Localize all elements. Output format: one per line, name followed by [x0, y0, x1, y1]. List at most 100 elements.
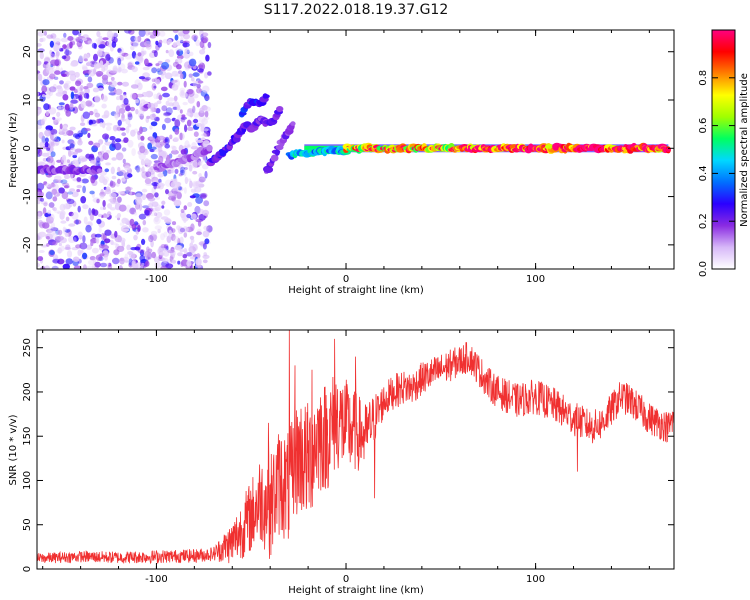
- noise-blob: [81, 178, 89, 184]
- noise-blob: [151, 67, 158, 74]
- noise-blob: [137, 249, 145, 254]
- noise-blob: [170, 169, 174, 174]
- noise-blob: [97, 87, 104, 92]
- noise-blob: [84, 73, 89, 78]
- noise-blob: [73, 256, 80, 262]
- noise-blob: [77, 205, 81, 213]
- noise-blob: [63, 83, 69, 89]
- noise-blob: [176, 63, 182, 70]
- noise-blob: [61, 128, 69, 137]
- noise-blob: [45, 110, 50, 116]
- noise-blob: [70, 71, 75, 77]
- noise-blob: [176, 50, 180, 56]
- noise-blob: [169, 134, 173, 140]
- noise-blob: [69, 203, 73, 208]
- noise-blob: [130, 207, 135, 215]
- snr-frame: [36, 329, 675, 570]
- noise-blob: [99, 194, 105, 199]
- track-blob: [274, 149, 280, 156]
- noise-blob: [93, 53, 98, 62]
- noise-blob: [99, 206, 104, 211]
- noise-blob: [163, 231, 168, 238]
- noise-blob: [61, 191, 69, 200]
- colorbar-ticks: 0.0 0.2 0.4 0.6 0.8: [698, 70, 735, 277]
- noise-blob: [202, 37, 208, 44]
- noise-blob: [130, 40, 134, 46]
- noise-blob: [143, 251, 151, 258]
- noise-blob: [52, 116, 56, 120]
- noise-blob: [104, 122, 113, 126]
- noise-blob: [37, 215, 43, 219]
- noise-blob: [163, 250, 170, 257]
- noise-blob: [172, 42, 177, 47]
- noise-blob: [160, 265, 167, 269]
- noise-blob: [45, 228, 54, 233]
- noise-blob: [71, 247, 79, 251]
- noise-blob: [180, 169, 185, 176]
- noise-blob: [168, 229, 173, 238]
- noise-blob: [116, 96, 121, 101]
- noise-blob: [162, 92, 170, 98]
- noise-blob: [157, 228, 161, 234]
- noise-blob: [192, 93, 199, 99]
- noise-blob: [183, 168, 187, 177]
- noise-blob: [161, 123, 166, 131]
- noise-blob: [60, 210, 66, 216]
- noise-blob: [140, 171, 145, 176]
- noise-blob: [77, 139, 83, 146]
- noise-blob: [155, 79, 161, 85]
- noise-blob: [193, 118, 199, 124]
- noise-blob: [165, 217, 172, 225]
- noise-blob: [149, 125, 153, 130]
- noise-blob: [76, 85, 81, 93]
- noise-blob: [91, 42, 97, 49]
- noise-blob: [64, 184, 71, 189]
- noise-blob: [178, 70, 183, 75]
- noise-blob: [82, 252, 88, 260]
- noise-blob: [158, 70, 167, 76]
- noise-blob: [89, 213, 94, 221]
- noise-blob: [143, 128, 147, 132]
- noise-blob: [179, 227, 186, 233]
- noise-blob: [172, 236, 180, 243]
- noise-blob: [171, 259, 177, 264]
- noise-blob: [167, 38, 172, 44]
- noise-blob: [137, 55, 144, 64]
- noise-blob: [98, 175, 106, 184]
- y-tick-label: 20: [22, 45, 33, 58]
- noise-blob: [162, 38, 168, 44]
- noise-blob: [191, 142, 197, 148]
- noise-blob: [179, 73, 184, 80]
- noise-blob: [62, 90, 68, 96]
- track-blob: [276, 106, 284, 112]
- noise-blob: [50, 59, 58, 66]
- noise-blob: [105, 54, 111, 61]
- snr-ticks: -100 0 100 0 50 100 150 200 250: [22, 330, 674, 585]
- noise-blob: [134, 99, 139, 104]
- noise-blob: [115, 215, 121, 219]
- noise-blob: [132, 39, 139, 48]
- noise-blob: [50, 33, 57, 39]
- noise-blob: [93, 158, 100, 166]
- x-tick-label: 100: [526, 574, 545, 585]
- noise-blob: [182, 42, 190, 48]
- noise-blob: [183, 248, 188, 253]
- colorbar-tick-label: 0.4: [698, 165, 709, 181]
- noise-blob: [174, 128, 180, 135]
- noise-blob: [199, 107, 205, 114]
- noise-blob: [191, 77, 195, 82]
- noise-blob: [163, 112, 171, 117]
- noise-blob: [80, 122, 86, 126]
- noise-blob: [88, 207, 92, 216]
- noise-blob: [101, 66, 106, 73]
- noise-blob: [105, 186, 111, 192]
- noise-blob: [67, 36, 74, 41]
- noise-blob: [203, 116, 210, 120]
- noise-blob: [139, 249, 145, 257]
- noise-blob: [41, 37, 46, 42]
- noise-blob: [65, 216, 70, 222]
- noise-blob: [54, 175, 62, 181]
- spectrogram-frame: [36, 29, 675, 270]
- noise-blob: [84, 40, 88, 45]
- noise-blob: [44, 137, 49, 143]
